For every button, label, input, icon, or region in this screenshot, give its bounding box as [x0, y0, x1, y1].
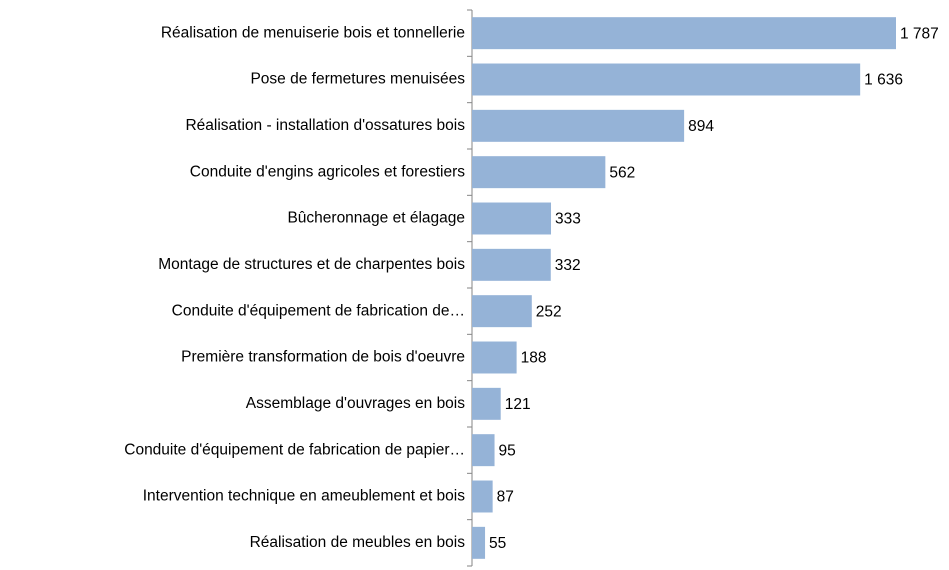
category-label: Réalisation de meubles en bois	[250, 534, 466, 551]
bar	[472, 526, 486, 559]
category-label: Réalisation de menuiserie bois et tonnel…	[161, 24, 465, 41]
bar	[472, 295, 532, 328]
category-label: Conduite d'engins agricoles et forestier…	[190, 163, 465, 180]
value-label: 95	[499, 442, 516, 459]
bar	[472, 341, 517, 374]
bar	[472, 63, 861, 96]
bar	[472, 17, 896, 50]
value-label: 894	[688, 118, 714, 135]
category-label: Intervention technique en ameublement et…	[143, 488, 466, 505]
value-label: 188	[521, 350, 547, 367]
category-label: Assemblage d'ouvrages en bois	[246, 395, 465, 412]
category-label: Conduite d'équipement de fabrication de…	[172, 302, 465, 319]
value-label: 1 787	[900, 25, 939, 42]
category-label: Première transformation de bois d'oeuvre	[181, 349, 465, 366]
category-label: Conduite d'équipement de fabrication de …	[124, 441, 465, 458]
value-label: 252	[536, 303, 562, 320]
bar	[472, 202, 552, 235]
bar	[472, 109, 685, 142]
value-label: 55	[489, 535, 506, 552]
bar	[472, 434, 495, 467]
value-label: 87	[497, 489, 514, 506]
value-label: 121	[505, 396, 531, 413]
value-label: 333	[555, 211, 581, 228]
bar	[472, 387, 501, 420]
category-label: Pose de fermetures menuisées	[250, 71, 465, 88]
bar	[472, 156, 606, 189]
bar	[472, 480, 493, 513]
value-label: 332	[555, 257, 581, 274]
value-label: 562	[609, 164, 635, 181]
bar	[472, 248, 551, 281]
category-label: Réalisation - installation d'ossatures b…	[185, 117, 465, 134]
value-label: 1 636	[864, 72, 903, 89]
category-label: Bûcheronnage et élagage	[287, 210, 465, 227]
category-label: Montage de structures et de charpentes b…	[158, 256, 465, 273]
